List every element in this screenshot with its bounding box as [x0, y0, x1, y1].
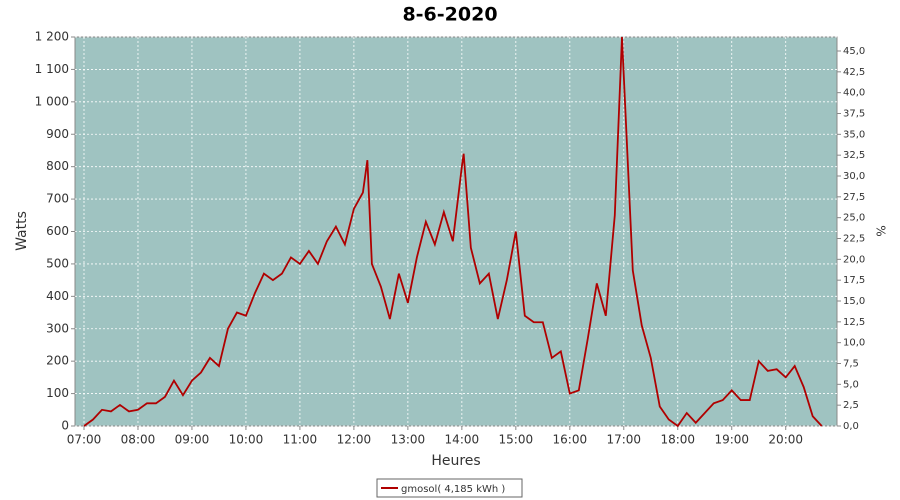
x-tick-label: 12:00: [337, 433, 372, 447]
y-tick-label: 400: [46, 289, 69, 303]
y2-tick-label: 17,5: [843, 275, 865, 286]
x-tick-label: 20:00: [768, 433, 803, 447]
y2-tick-label: 35,0: [843, 129, 865, 140]
data-line: [83, 36, 823, 428]
x-tick-label: 07:00: [67, 433, 102, 447]
y-tick-label: 1 200: [35, 30, 69, 44]
x-tick-label: 08:00: [121, 433, 156, 447]
y2-tick-label: 5,0: [843, 379, 859, 390]
x-tick-label: 18:00: [660, 433, 695, 447]
y-tick-label: 900: [46, 127, 69, 141]
x-tick-label: 15:00: [499, 433, 534, 447]
y2-tick-label: 15,0: [843, 296, 865, 307]
y2-tick-label: 40,0: [843, 88, 865, 99]
y-tick-label: 1 100: [35, 62, 69, 76]
y-tick-label: 200: [46, 354, 69, 368]
x-tick-label: 19:00: [714, 433, 749, 447]
x-tick-label: 16:00: [553, 433, 588, 447]
y-tick-label: 700: [46, 192, 69, 206]
y-tick-label: 300: [46, 321, 69, 335]
y2-tick-label: 30,0: [843, 171, 865, 182]
chart-title: 8-6-2020: [402, 4, 497, 26]
x-tick-label: 17:00: [606, 433, 641, 447]
y-tick-label: 800: [46, 159, 69, 173]
x-axis-label: Heures: [431, 453, 480, 469]
y2-tick-label: 2,5: [843, 400, 859, 411]
y-tick-label: 100: [46, 386, 69, 400]
y2-tick-label: 37,5: [843, 109, 865, 120]
y2-axis-label: %: [874, 225, 888, 236]
y2-tick-label: 42,5: [843, 67, 865, 78]
legend-label: gmosol( 4,185 kWh ): [401, 484, 505, 495]
y2-tick-label: 12,5: [843, 317, 865, 328]
y-tick-label: 600: [46, 224, 69, 238]
y2-tick-label: 45,0: [843, 46, 865, 57]
y2-tick-label: 22,5: [843, 234, 865, 245]
y2-tick-label: 7,5: [843, 359, 859, 370]
y2-tick-label: 20,0: [843, 254, 865, 265]
x-tick-label: 14:00: [445, 433, 480, 447]
y-tick-label: 0: [61, 419, 69, 433]
x-tick-label: 11:00: [283, 433, 318, 447]
y2-tick-label: 10,0: [843, 338, 865, 349]
y2-tick-label: 25,0: [843, 213, 865, 224]
y-tick-label: 500: [46, 256, 69, 270]
x-tick-label: 13:00: [391, 433, 426, 447]
y2-tick-label: 32,5: [843, 150, 865, 161]
y-tick-label: 1 000: [35, 94, 69, 108]
y2-tick-label: 27,5: [843, 192, 865, 203]
legend: gmosol( 4,185 kWh ): [376, 478, 523, 498]
y2-tick-label: 0,0: [843, 421, 859, 432]
y-axis-label: Watts: [14, 211, 30, 251]
x-tick-label: 10:00: [229, 433, 264, 447]
legend-box: [376, 478, 523, 498]
x-tick-label: 09:00: [175, 433, 210, 447]
